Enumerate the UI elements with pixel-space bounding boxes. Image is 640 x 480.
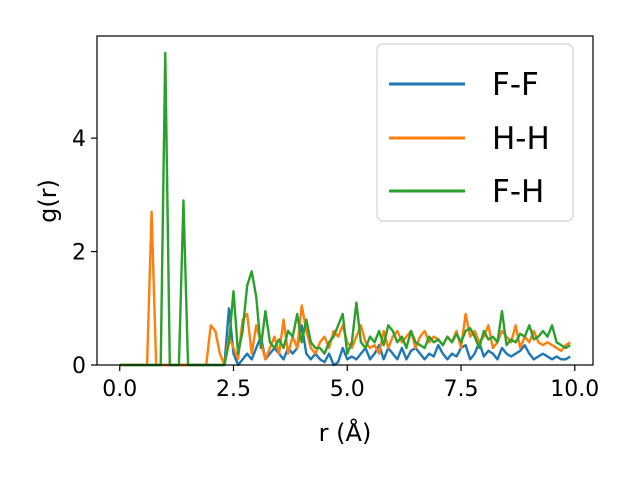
legend-box	[376, 43, 574, 222]
x-tick-label: 0.0	[102, 377, 137, 402]
y-tick-label: 2	[72, 241, 86, 266]
x-axis-label: r (Å)	[319, 418, 372, 447]
legend: F-F H-H F-H	[376, 43, 574, 222]
x-axis-ticks: 0.0 2.5 5.0 7.5 10.0	[102, 365, 599, 402]
legend-label-f-h: F-H	[492, 174, 544, 210]
legend-label-h-h: H-H	[492, 121, 550, 157]
y-tick-label: 0	[72, 354, 86, 379]
x-tick-label: 2.5	[216, 377, 251, 402]
legend-label-f-f: F-F	[492, 67, 539, 103]
axes-frame	[96, 35, 594, 366]
y-axis-label: g(r)	[34, 179, 62, 223]
x-tick-label: 7.5	[444, 377, 479, 402]
x-tick-label: 10.0	[550, 377, 599, 402]
y-axis-ticks: 0 2 4	[72, 127, 97, 379]
x-tick-label: 5.0	[330, 377, 365, 402]
y-tick-label: 4	[72, 127, 86, 152]
